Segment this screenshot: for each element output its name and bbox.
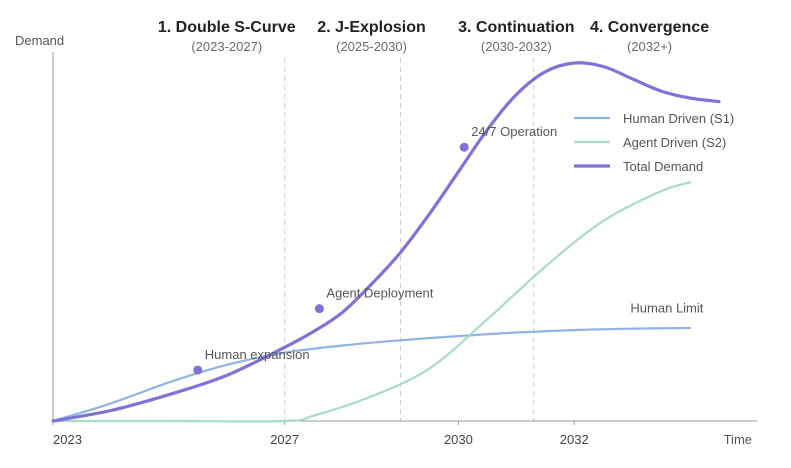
milestone-point <box>314 304 324 314</box>
milestone-point <box>193 365 203 375</box>
phase-title: 2. J-Explosion <box>317 19 425 36</box>
axes: Demand Time <box>15 33 757 447</box>
y-axis-label: Demand <box>15 33 64 48</box>
phase-title: 1. Double S-Curve <box>158 19 296 36</box>
milestone-point <box>459 142 469 152</box>
phase-range: (2032+) <box>627 39 672 54</box>
legend-label: Human Driven (S1) <box>623 111 734 126</box>
phase-range: (2025-2030) <box>336 39 407 54</box>
milestone-label: Human expansion <box>205 347 310 362</box>
phase-range: (2023-2027) <box>191 39 262 54</box>
series-lines <box>51 61 721 423</box>
series-line-human-driven-s1 <box>51 326 692 423</box>
legend: Human Driven (S1) Agent Driven (S2) Total … <box>574 111 734 174</box>
phase-headers: 1. Double S-Curve (2023-2027) 2. J-Explosi… <box>158 19 709 54</box>
annotations: Human Limit <box>630 301 703 316</box>
milestone-points: Human expansion Agent Deployment 24/7 Oper… <box>193 124 557 375</box>
series-line-total-demand <box>51 61 721 423</box>
phase-title: 4. Convergence <box>590 19 709 36</box>
x-tick-label: 2030 <box>444 432 473 447</box>
milestone-label: 24/7 Operation <box>471 124 557 139</box>
legend-label: Agent Driven (S2) <box>623 135 726 150</box>
milestone-label: Agent Deployment <box>326 286 433 301</box>
phase-title: 3. Continuation <box>458 19 574 36</box>
annotation-label: Human Limit <box>630 301 703 316</box>
phase-dividers <box>284 58 535 421</box>
x-axis-label: Time <box>724 432 752 447</box>
series-line-agent-driven-s2 <box>51 181 692 423</box>
x-tick-label: 2032 <box>560 432 589 447</box>
legend-label: Total Demand <box>623 159 703 174</box>
x-tick-label: 2023 <box>53 432 82 447</box>
x-ticks: 2023 2027 2030 2032 <box>52 421 589 447</box>
phase-range: (2030-2032) <box>481 39 552 54</box>
x-tick-label: 2027 <box>270 432 299 447</box>
